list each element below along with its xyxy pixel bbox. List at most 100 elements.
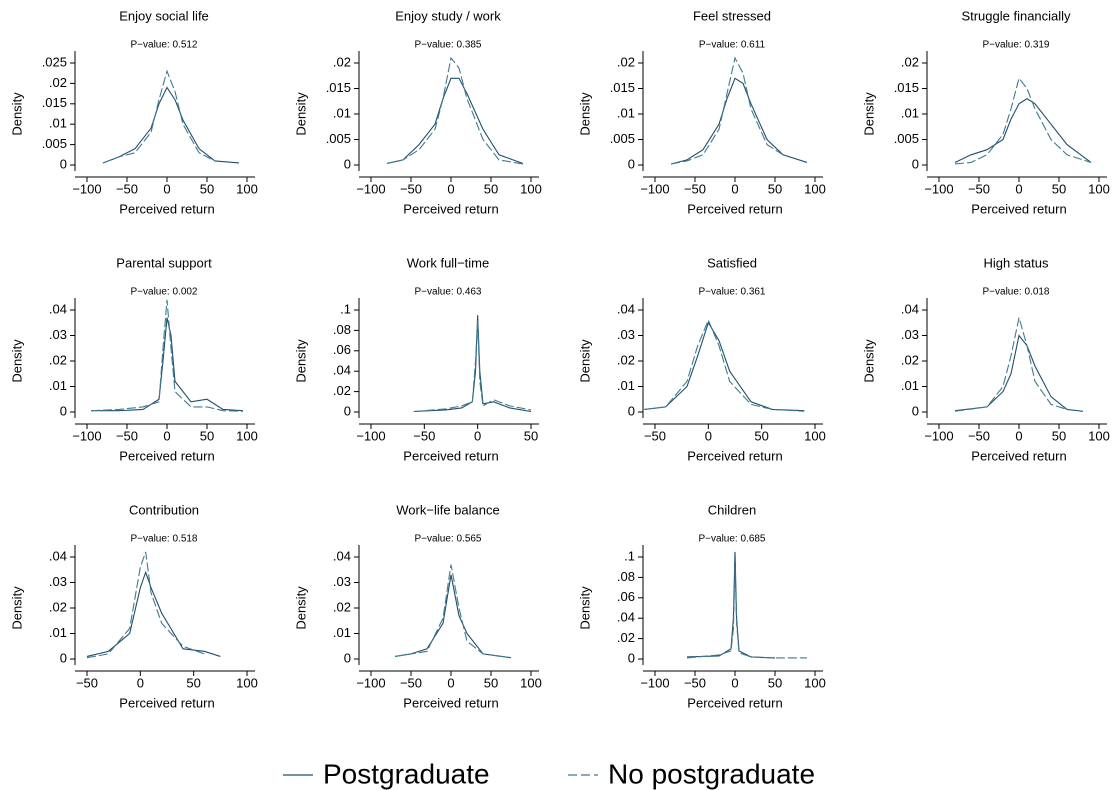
y-tick-label: .01 xyxy=(333,105,351,120)
chart-title: Enjoy social life xyxy=(119,8,209,23)
x-tick-label: 100 xyxy=(520,675,542,690)
y-tick-label: .005 xyxy=(42,136,67,151)
x-tick-label: 50 xyxy=(1052,428,1066,443)
x-tick-label: 100 xyxy=(1088,428,1110,443)
x-tick-label: 100 xyxy=(804,428,826,443)
y-tick-label: .03 xyxy=(333,574,351,589)
y-tick-label: .02 xyxy=(49,599,67,614)
subtitle: P−value: 0.611 xyxy=(699,40,766,51)
x-tick-label: 50 xyxy=(768,675,782,690)
y-tick-label: .005 xyxy=(610,131,635,146)
y-tick-label: .04 xyxy=(617,610,635,625)
y-axis-label: Density xyxy=(293,586,308,630)
y-tick-label: .02 xyxy=(333,383,351,398)
legend-label: No postgraduate xyxy=(608,758,815,789)
x-tick-label: 50 xyxy=(768,181,782,196)
x-tick-label: 100 xyxy=(804,675,826,690)
y-tick-label: .015 xyxy=(42,95,67,110)
x-tick-label: 100 xyxy=(236,675,258,690)
x-tick-label: −100 xyxy=(356,675,385,690)
density-line xyxy=(413,320,532,413)
density-line xyxy=(413,315,532,413)
subtitle: P−value: 0.512 xyxy=(131,40,198,51)
y-tick-label: .04 xyxy=(617,301,635,316)
y-tick-label: .04 xyxy=(901,301,919,316)
density-line xyxy=(644,318,805,412)
y-tick-label: .01 xyxy=(617,378,635,393)
y-axis-label: Density xyxy=(861,92,876,136)
density-line xyxy=(954,77,1092,165)
y-axis-label: Density xyxy=(577,586,592,630)
y-tick-label: .02 xyxy=(901,54,919,69)
x-tick-label: −50 xyxy=(400,675,422,690)
y-tick-label: 0 xyxy=(60,156,67,171)
y-tick-label: .02 xyxy=(617,352,635,367)
x-tick-label: −100 xyxy=(356,428,385,443)
x-tick-label: 0 xyxy=(163,428,170,443)
y-axis-label: Density xyxy=(577,339,592,383)
y-tick-label: .06 xyxy=(617,589,635,604)
x-tick-label: 50 xyxy=(200,181,214,196)
y-tick-label: .01 xyxy=(49,116,67,131)
x-tick-label: 50 xyxy=(484,181,498,196)
chart-title: High status xyxy=(983,255,1049,270)
y-tick-label: .005 xyxy=(894,131,919,146)
x-tick-label: 50 xyxy=(524,428,538,443)
x-axis-label: Perceived return xyxy=(403,695,498,710)
y-tick-label: .015 xyxy=(610,80,635,95)
y-tick-label: .04 xyxy=(49,548,67,563)
x-axis-label: Perceived return xyxy=(971,448,1066,463)
y-tick-label: 0 xyxy=(60,650,67,665)
density-line xyxy=(394,564,512,659)
density-line xyxy=(386,56,524,165)
subtitle: P−value: 0.685 xyxy=(699,534,766,545)
y-tick-label: 0 xyxy=(912,156,919,171)
subtitle: P−value: 0.319 xyxy=(983,40,1050,51)
chart-title: Feel stressed xyxy=(693,8,771,23)
x-axis-label: Perceived return xyxy=(687,695,782,710)
y-tick-label: 0 xyxy=(344,650,351,665)
y-tick-label: .015 xyxy=(326,80,351,95)
x-tick-label: −50 xyxy=(413,428,435,443)
chart-title: Work full−time xyxy=(407,255,489,270)
panel: Parental support P−value: 0.002 Density Per… xyxy=(9,255,257,463)
subtitle: P−value: 0.385 xyxy=(415,40,482,51)
y-tick-label: .005 xyxy=(326,131,351,146)
x-tick-label: −100 xyxy=(924,181,953,196)
density-line xyxy=(386,77,524,165)
subtitle: P−value: 0.018 xyxy=(983,287,1050,298)
y-axis-label: Density xyxy=(577,92,592,136)
panel: Feel stressed P−value: 0.611 Density Percei… xyxy=(577,8,825,216)
x-tick-label: 100 xyxy=(520,181,542,196)
x-axis-label: Perceived return xyxy=(687,201,782,216)
x-tick-label: 0 xyxy=(163,181,170,196)
density-line xyxy=(90,299,244,412)
y-tick-label: .01 xyxy=(333,625,351,640)
y-tick-label: .02 xyxy=(333,599,351,614)
panel: Work full−time P−value: 0.463 Density Perce… xyxy=(293,255,539,463)
chart-title: Enjoy study / work xyxy=(395,8,501,23)
y-tick-label: 0 xyxy=(628,156,635,171)
density-line xyxy=(102,69,216,164)
y-tick-label: 0 xyxy=(344,403,351,418)
x-tick-label: −50 xyxy=(76,675,98,690)
y-axis-label: Density xyxy=(293,92,308,136)
y-tick-label: .02 xyxy=(333,54,351,69)
x-tick-label: 0 xyxy=(447,675,454,690)
y-tick-label: .04 xyxy=(333,548,351,563)
y-tick-label: .02 xyxy=(617,54,635,69)
density-line xyxy=(954,317,1084,413)
chart-title: Contribution xyxy=(129,502,199,517)
x-tick-label: 100 xyxy=(236,428,258,443)
y-tick-label: .03 xyxy=(901,327,919,342)
x-tick-label: 100 xyxy=(236,181,258,196)
legend: Postgraduate No postgraduate xyxy=(283,758,815,789)
x-tick-label: 100 xyxy=(804,181,826,196)
y-axis-label: Density xyxy=(9,339,24,383)
x-tick-label: −100 xyxy=(356,181,385,196)
x-tick-label: 50 xyxy=(186,675,200,690)
panel: Enjoy social life P−value: 0.512 Density Pe… xyxy=(9,8,257,216)
x-tick-label: 0 xyxy=(1015,181,1022,196)
x-axis-label: Perceived return xyxy=(119,695,214,710)
